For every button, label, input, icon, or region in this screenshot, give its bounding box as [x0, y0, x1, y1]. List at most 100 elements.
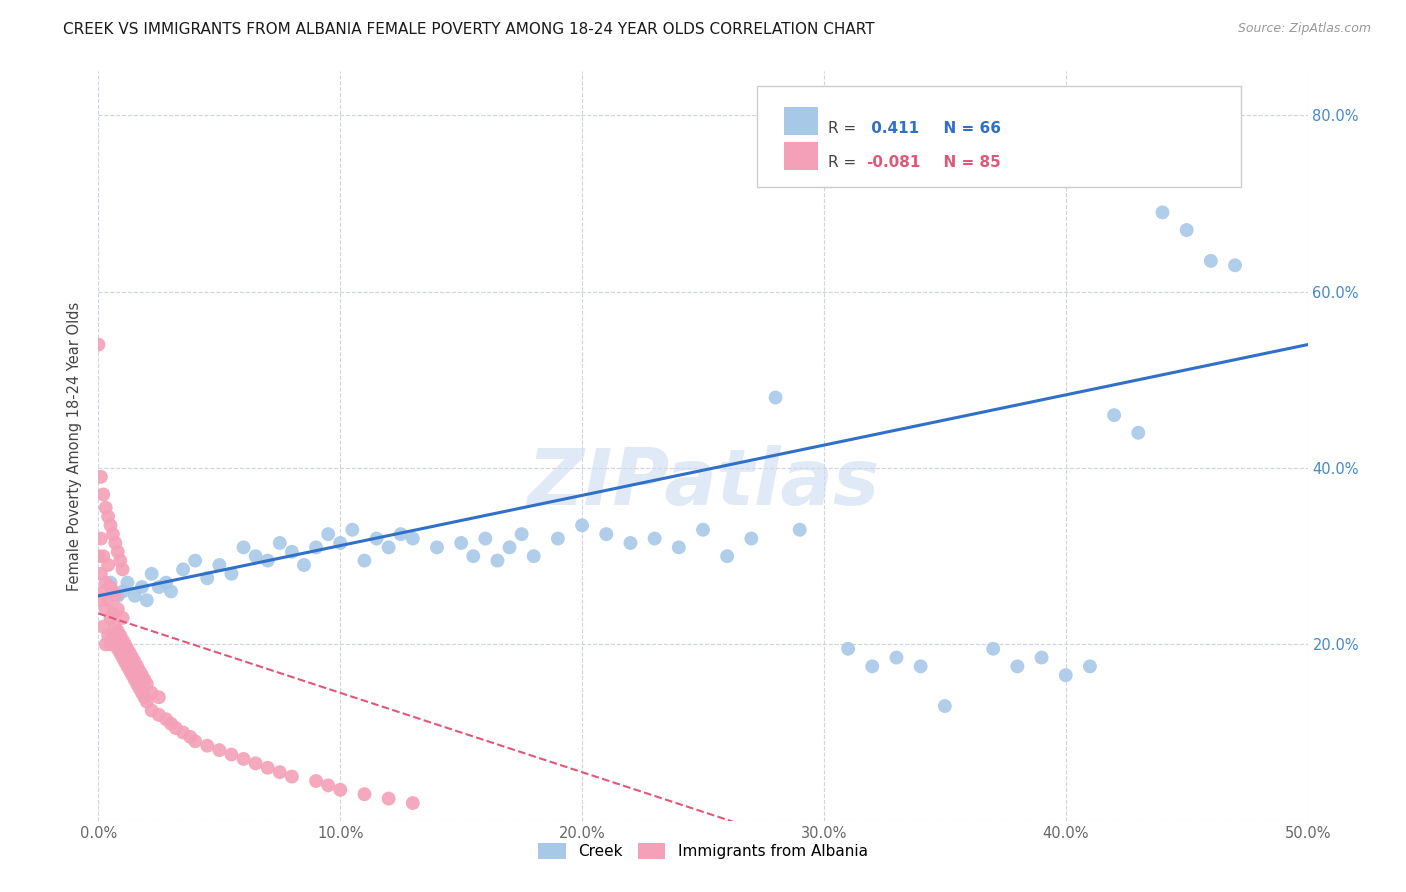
Text: R =: R =	[828, 155, 860, 170]
Text: 0.411: 0.411	[866, 120, 920, 136]
Text: ZIPatlas: ZIPatlas	[527, 445, 879, 522]
Point	[131, 580, 153, 594]
Point	[131, 686, 153, 700]
Point	[108, 628, 131, 642]
Point	[474, 532, 496, 546]
Point	[426, 541, 449, 555]
Point	[101, 527, 124, 541]
Y-axis label: Female Poverty Among 18-24 Year Olds: Female Poverty Among 18-24 Year Olds	[67, 301, 83, 591]
Point	[245, 756, 267, 771]
Point	[104, 620, 127, 634]
Point	[135, 677, 157, 691]
Point	[366, 532, 388, 546]
Point	[155, 575, 177, 590]
Point	[1175, 223, 1198, 237]
FancyBboxPatch shape	[785, 142, 818, 170]
Point	[114, 637, 136, 651]
Point	[94, 575, 117, 590]
Point	[256, 553, 278, 567]
Point	[90, 593, 112, 607]
Text: CREEK VS IMMIGRANTS FROM ALBANIA FEMALE POVERTY AMONG 18-24 YEAR OLDS CORRELATIO: CREEK VS IMMIGRANTS FROM ALBANIA FEMALE …	[63, 22, 875, 37]
Point	[128, 681, 150, 696]
Point	[127, 677, 149, 691]
Point	[740, 532, 762, 546]
Point	[934, 699, 956, 714]
Point	[118, 646, 141, 660]
Legend: Creek, Immigrants from Albania: Creek, Immigrants from Albania	[533, 838, 873, 865]
Point	[195, 571, 218, 585]
Point	[1223, 258, 1246, 272]
Point	[342, 523, 364, 537]
Point	[165, 721, 187, 735]
Point	[389, 527, 412, 541]
Point	[91, 549, 114, 564]
Point	[100, 580, 122, 594]
Point	[117, 659, 139, 673]
Point	[127, 659, 149, 673]
Point	[1199, 253, 1222, 268]
Point	[402, 532, 425, 546]
Point	[118, 664, 141, 678]
Point	[117, 641, 139, 656]
Point	[97, 509, 120, 524]
Point	[135, 695, 157, 709]
Point	[523, 549, 546, 564]
Point	[121, 650, 143, 665]
Text: R =: R =	[828, 120, 860, 136]
Point	[90, 470, 112, 484]
Point	[148, 707, 170, 722]
Point	[104, 536, 127, 550]
Point	[104, 637, 127, 651]
Point	[131, 668, 153, 682]
Point	[114, 655, 136, 669]
Point	[316, 527, 339, 541]
Point	[108, 646, 131, 660]
Point	[692, 523, 714, 537]
Point	[134, 690, 156, 705]
Point	[463, 549, 485, 564]
Point	[101, 584, 124, 599]
Point	[107, 589, 129, 603]
Point	[100, 637, 122, 651]
Point	[100, 611, 122, 625]
Point	[184, 553, 207, 567]
Point	[97, 593, 120, 607]
Point	[281, 770, 304, 784]
Point	[141, 703, 163, 717]
Point	[111, 650, 134, 665]
Point	[1152, 205, 1174, 219]
Point	[111, 632, 134, 647]
Point	[281, 545, 304, 559]
Point	[644, 532, 666, 546]
Point	[172, 725, 194, 739]
Point	[221, 747, 243, 762]
Point	[329, 782, 352, 797]
Point	[486, 553, 509, 567]
Point	[450, 536, 472, 550]
Point	[245, 549, 267, 564]
Point	[765, 391, 787, 405]
Point	[172, 562, 194, 576]
Point	[547, 532, 569, 546]
Point	[100, 575, 122, 590]
Point	[97, 558, 120, 572]
Point	[269, 765, 291, 780]
Point	[91, 620, 114, 634]
Point	[910, 659, 932, 673]
Point	[107, 641, 129, 656]
Point	[141, 566, 163, 581]
Point	[510, 527, 533, 541]
Point	[305, 774, 328, 789]
Point	[111, 611, 134, 625]
Point	[221, 566, 243, 581]
Point	[117, 575, 139, 590]
Point	[208, 743, 231, 757]
Point	[111, 584, 134, 599]
Point	[90, 532, 112, 546]
Point	[101, 628, 124, 642]
Point	[121, 668, 143, 682]
Point	[353, 787, 375, 801]
Point	[124, 673, 146, 687]
Point	[107, 545, 129, 559]
Point	[94, 637, 117, 651]
